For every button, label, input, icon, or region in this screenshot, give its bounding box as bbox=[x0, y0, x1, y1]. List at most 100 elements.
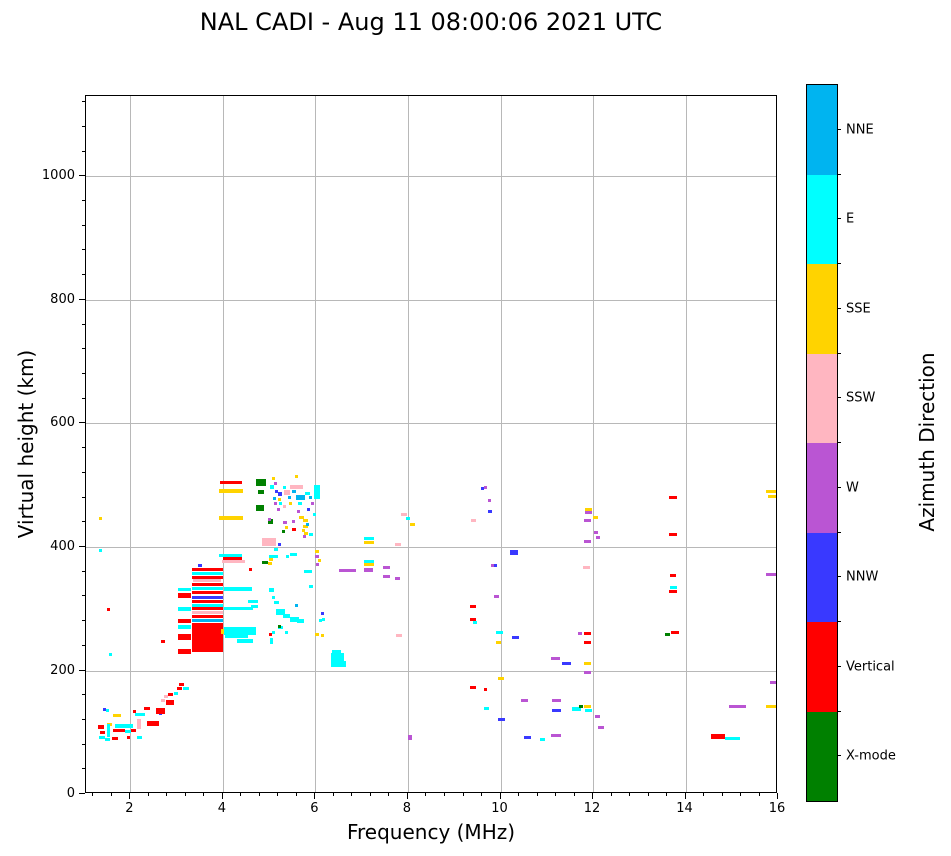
data-mark bbox=[273, 481, 277, 485]
data-mark bbox=[283, 505, 287, 509]
data-mark bbox=[146, 720, 159, 727]
x-major-tick bbox=[221, 793, 223, 799]
x-minor-tick bbox=[758, 793, 760, 796]
data-mark bbox=[236, 639, 253, 643]
data-mark bbox=[495, 630, 503, 634]
data-mark bbox=[520, 699, 528, 703]
data-mark bbox=[220, 629, 224, 634]
data-mark bbox=[177, 625, 191, 630]
y-gridline bbox=[86, 423, 776, 425]
x-major-tick bbox=[499, 793, 501, 799]
x-tick-label: 10 bbox=[491, 801, 508, 816]
data-mark bbox=[769, 681, 776, 685]
data-mark bbox=[99, 736, 105, 740]
data-mark bbox=[98, 725, 104, 730]
data-mark bbox=[495, 640, 502, 644]
data-mark bbox=[144, 706, 150, 710]
data-mark bbox=[223, 606, 254, 611]
data-mark bbox=[296, 619, 304, 623]
y-minor-tick bbox=[82, 595, 85, 597]
data-mark bbox=[126, 736, 130, 740]
data-mark bbox=[596, 535, 600, 539]
colorbar-label-V: Vertical bbox=[846, 659, 895, 675]
data-mark bbox=[270, 638, 274, 645]
data-mark bbox=[669, 589, 678, 593]
colorbar-label-SSW: SSW bbox=[846, 390, 876, 406]
x-tick-label: 8 bbox=[402, 801, 412, 816]
data-mark bbox=[183, 686, 189, 690]
x-gridline bbox=[315, 96, 317, 792]
x-tick-label: 14 bbox=[676, 801, 693, 816]
colorbar-tick bbox=[837, 665, 841, 667]
data-mark bbox=[98, 548, 102, 552]
x-gridline bbox=[407, 96, 409, 792]
y-minor-tick bbox=[82, 521, 85, 523]
colorbar-title: Azimuth Direction bbox=[915, 352, 939, 532]
colorbar-label-NNE: NNE bbox=[846, 122, 874, 138]
data-mark bbox=[309, 533, 314, 537]
y-major-tick bbox=[79, 545, 85, 547]
colorbar-tick bbox=[837, 486, 841, 488]
data-mark bbox=[483, 706, 490, 710]
data-mark bbox=[268, 519, 274, 524]
data-mark bbox=[133, 709, 137, 713]
data-mark bbox=[285, 525, 289, 529]
y-minor-tick bbox=[82, 447, 85, 449]
y-minor-tick bbox=[82, 496, 85, 498]
x-minor-tick bbox=[332, 793, 334, 796]
data-mark bbox=[282, 530, 286, 533]
data-mark bbox=[407, 734, 413, 740]
x-minor-tick bbox=[147, 793, 149, 796]
data-mark bbox=[276, 608, 286, 615]
data-mark bbox=[290, 484, 303, 490]
x-minor-tick bbox=[240, 793, 242, 796]
x-minor-tick bbox=[647, 793, 649, 796]
data-mark bbox=[267, 561, 273, 565]
data-mark bbox=[480, 487, 485, 491]
data-mark bbox=[294, 604, 299, 608]
data-mark bbox=[512, 635, 519, 639]
x-tick-label: 2 bbox=[125, 801, 134, 816]
x-minor-tick bbox=[740, 793, 741, 796]
y-major-tick bbox=[79, 793, 85, 794]
x-minor-tick bbox=[277, 793, 279, 796]
y-minor-tick bbox=[82, 249, 85, 251]
data-mark bbox=[583, 565, 591, 569]
y-minor-tick bbox=[82, 125, 85, 127]
x-minor-tick bbox=[295, 793, 297, 796]
y-major-tick bbox=[79, 298, 85, 300]
y-minor-tick bbox=[82, 373, 85, 374]
y-minor-tick bbox=[82, 274, 85, 276]
data-mark bbox=[191, 587, 223, 591]
x-minor-tick bbox=[555, 793, 556, 796]
data-mark bbox=[100, 730, 105, 734]
data-mark bbox=[278, 624, 282, 628]
data-mark bbox=[279, 502, 283, 506]
y-minor-tick bbox=[82, 397, 85, 399]
data-mark bbox=[670, 630, 679, 634]
x-major-tick bbox=[592, 793, 593, 799]
colorbar-label-E: E bbox=[846, 211, 855, 227]
x-minor-tick bbox=[481, 793, 482, 796]
y-major-tick bbox=[79, 422, 85, 424]
y-minor-tick bbox=[82, 200, 85, 201]
data-mark bbox=[160, 639, 166, 643]
data-mark bbox=[278, 497, 282, 501]
data-mark bbox=[114, 724, 134, 728]
colorbar-tick bbox=[837, 755, 841, 757]
x-minor-tick bbox=[444, 793, 445, 796]
data-mark bbox=[332, 650, 342, 654]
data-mark bbox=[472, 620, 478, 624]
data-mark bbox=[284, 490, 290, 495]
data-mark bbox=[303, 569, 312, 574]
data-mark bbox=[223, 627, 257, 635]
y-minor-tick bbox=[82, 150, 85, 152]
data-mark bbox=[250, 604, 258, 608]
colorbar-segment-SSE bbox=[807, 264, 837, 354]
colorbar bbox=[806, 84, 838, 802]
x-gridline bbox=[593, 96, 594, 792]
y-minor-tick bbox=[82, 743, 85, 745]
data-mark bbox=[584, 662, 592, 666]
data-mark bbox=[286, 554, 290, 558]
